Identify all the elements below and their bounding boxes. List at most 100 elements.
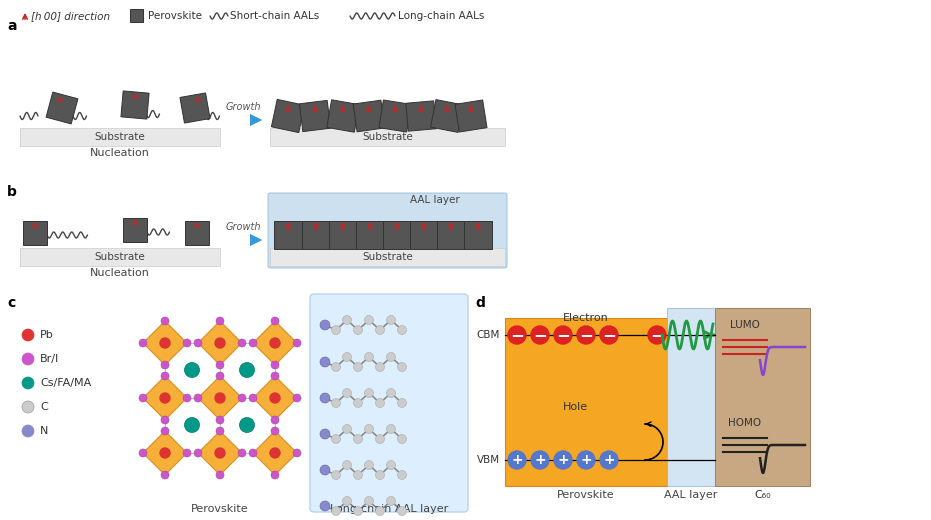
Text: Long-chain AALs: Long-chain AALs bbox=[398, 11, 484, 21]
Circle shape bbox=[343, 316, 352, 324]
Circle shape bbox=[331, 326, 341, 334]
Circle shape bbox=[271, 427, 279, 435]
Circle shape bbox=[398, 398, 407, 408]
Bar bbox=[715, 308, 810, 486]
Circle shape bbox=[365, 316, 373, 324]
Circle shape bbox=[194, 394, 202, 402]
Circle shape bbox=[354, 326, 362, 334]
Polygon shape bbox=[406, 101, 436, 131]
Polygon shape bbox=[302, 221, 330, 249]
Circle shape bbox=[238, 339, 246, 347]
Bar bbox=[667, 308, 715, 486]
Text: LUMO: LUMO bbox=[730, 320, 760, 330]
Circle shape bbox=[194, 449, 202, 457]
Polygon shape bbox=[198, 431, 242, 475]
Circle shape bbox=[139, 449, 147, 457]
Circle shape bbox=[216, 317, 224, 325]
Text: Substrate: Substrate bbox=[362, 132, 412, 142]
Text: +: + bbox=[603, 453, 614, 467]
Polygon shape bbox=[198, 376, 242, 420]
Polygon shape bbox=[46, 92, 78, 124]
Circle shape bbox=[160, 338, 170, 348]
Circle shape bbox=[386, 461, 396, 470]
Circle shape bbox=[343, 461, 352, 470]
Circle shape bbox=[22, 401, 34, 413]
Circle shape bbox=[343, 388, 352, 397]
Circle shape bbox=[554, 451, 572, 469]
Circle shape bbox=[293, 339, 301, 347]
Circle shape bbox=[215, 393, 225, 403]
Text: Long-chain AAL layer: Long-chain AAL layer bbox=[330, 504, 448, 514]
Polygon shape bbox=[253, 431, 297, 475]
Polygon shape bbox=[185, 221, 209, 245]
Polygon shape bbox=[383, 221, 411, 249]
Circle shape bbox=[375, 435, 385, 444]
Polygon shape bbox=[253, 376, 297, 420]
Circle shape bbox=[600, 451, 618, 469]
Text: VBM: VBM bbox=[477, 455, 500, 465]
Circle shape bbox=[215, 448, 225, 458]
Polygon shape bbox=[410, 221, 438, 249]
Polygon shape bbox=[123, 218, 147, 242]
Text: +: + bbox=[534, 453, 546, 467]
Text: Nucleation: Nucleation bbox=[90, 148, 150, 158]
Circle shape bbox=[249, 449, 257, 457]
Circle shape bbox=[365, 461, 373, 470]
Bar bbox=[20, 128, 220, 146]
Circle shape bbox=[183, 449, 191, 457]
Circle shape bbox=[249, 394, 257, 402]
Circle shape bbox=[343, 424, 352, 434]
Circle shape bbox=[508, 451, 526, 469]
Text: AAL layer: AAL layer bbox=[665, 490, 718, 500]
Circle shape bbox=[375, 471, 385, 479]
Bar bbox=[130, 9, 143, 22]
Circle shape bbox=[216, 471, 224, 479]
Circle shape bbox=[22, 377, 34, 389]
Circle shape bbox=[386, 353, 396, 361]
Text: Cs/FA/MA: Cs/FA/MA bbox=[40, 378, 91, 388]
Text: c: c bbox=[7, 296, 15, 310]
Text: Growth: Growth bbox=[225, 222, 261, 232]
Circle shape bbox=[577, 451, 595, 469]
Text: +: + bbox=[557, 453, 569, 467]
Bar bbox=[20, 248, 220, 266]
Circle shape bbox=[365, 388, 373, 397]
Polygon shape bbox=[121, 91, 149, 119]
Circle shape bbox=[375, 326, 385, 334]
Circle shape bbox=[161, 416, 169, 424]
Circle shape bbox=[398, 471, 407, 479]
Text: C₆₀: C₆₀ bbox=[754, 490, 771, 500]
Polygon shape bbox=[353, 100, 385, 132]
Polygon shape bbox=[180, 93, 210, 123]
FancyBboxPatch shape bbox=[310, 294, 468, 512]
Text: Substrate: Substrate bbox=[95, 132, 145, 142]
Circle shape bbox=[216, 372, 224, 380]
Circle shape bbox=[398, 362, 407, 371]
Circle shape bbox=[320, 501, 330, 511]
Circle shape bbox=[386, 497, 396, 505]
Text: −: − bbox=[579, 326, 593, 344]
Bar bbox=[270, 248, 505, 266]
Circle shape bbox=[270, 338, 280, 348]
Circle shape bbox=[184, 362, 199, 378]
Circle shape bbox=[354, 362, 362, 371]
Text: C: C bbox=[40, 402, 47, 412]
Circle shape bbox=[293, 449, 301, 457]
Circle shape bbox=[183, 394, 191, 402]
Text: +: + bbox=[580, 453, 592, 467]
Circle shape bbox=[320, 393, 330, 403]
Circle shape bbox=[161, 427, 169, 435]
Circle shape bbox=[216, 427, 224, 435]
Circle shape bbox=[161, 317, 169, 325]
Circle shape bbox=[508, 326, 526, 344]
Circle shape bbox=[375, 362, 385, 371]
Circle shape bbox=[161, 361, 169, 369]
Polygon shape bbox=[274, 221, 302, 249]
Polygon shape bbox=[300, 100, 331, 132]
Circle shape bbox=[398, 435, 407, 444]
Polygon shape bbox=[464, 221, 492, 249]
Polygon shape bbox=[143, 376, 187, 420]
Circle shape bbox=[249, 339, 257, 347]
Circle shape bbox=[194, 339, 202, 347]
Text: Br/I: Br/I bbox=[40, 354, 60, 364]
